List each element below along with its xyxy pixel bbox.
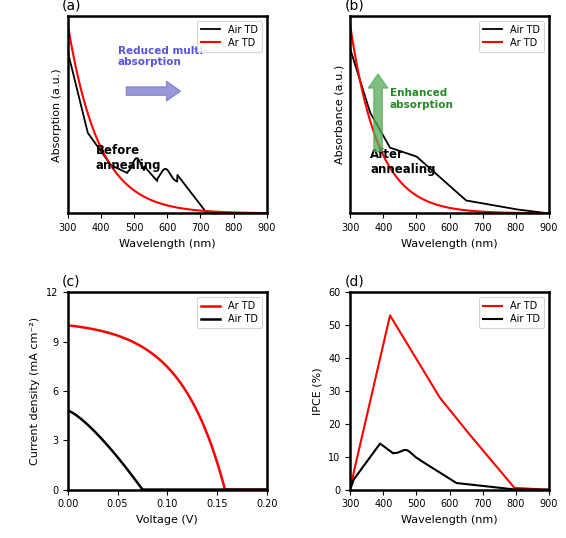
Air TD: [347, 46, 354, 52]
X-axis label: Wavelength (nm): Wavelength (nm): [401, 239, 498, 249]
Air TD: [65, 49, 71, 55]
Ar TD: [65, 322, 71, 329]
Legend: Air TD, Ar TD: Air TD, Ar TD: [197, 21, 262, 52]
Air TD: [468, 198, 474, 204]
Ar TD: [180, 206, 187, 212]
Ar TD: [546, 486, 552, 493]
Line: Air TD: Air TD: [350, 443, 549, 490]
Air TD: [208, 486, 215, 493]
Y-axis label: Absorbance (a.u.): Absorbance (a.u.): [335, 65, 345, 165]
Legend: Air TD, Ar TD: Air TD, Ar TD: [479, 21, 544, 52]
Line: Ar TD: Ar TD: [68, 325, 267, 490]
Ar TD: [518, 485, 525, 492]
Ar TD: [359, 88, 366, 95]
Air TD: [498, 203, 504, 210]
Air TD: [498, 485, 505, 491]
Air TD: [518, 207, 525, 213]
Ar TD: [263, 486, 270, 493]
Air TD: [546, 210, 552, 217]
Text: Enhanced
absorption: Enhanced absorption: [390, 88, 454, 110]
Ar TD: [143, 346, 150, 353]
Text: After
annealing: After annealing: [370, 148, 436, 176]
Ar TD: [387, 312, 393, 318]
Air TD: [518, 486, 525, 493]
Ar TD: [208, 442, 215, 449]
Air TD: [204, 210, 211, 217]
Line: Ar TD: Ar TD: [350, 315, 549, 490]
Ar TD: [185, 206, 192, 213]
Ar TD: [222, 486, 229, 493]
Line: Air TD: Air TD: [68, 410, 267, 490]
Ar TD: [191, 207, 198, 213]
Ar TD: [518, 210, 525, 216]
X-axis label: Voltage (V): Voltage (V): [136, 515, 198, 525]
Air TD: [209, 486, 216, 493]
Legend: Ar TD, Air TD: Ar TD, Air TD: [479, 297, 544, 328]
Y-axis label: IPCE (%): IPCE (%): [312, 367, 323, 415]
Ar TD: [474, 440, 481, 447]
Line: Ar TD: Ar TD: [350, 25, 549, 213]
Ar TD: [209, 445, 216, 451]
FancyArrowPatch shape: [368, 74, 388, 152]
Ar TD: [462, 427, 469, 433]
Text: Before
annealing: Before annealing: [96, 144, 161, 172]
Ar TD: [190, 400, 196, 406]
Air TD: [185, 186, 192, 193]
Ar TD: [235, 209, 242, 216]
Air TD: [263, 486, 270, 493]
Air TD: [216, 210, 222, 217]
Air TD: [191, 194, 198, 201]
Ar TD: [215, 209, 222, 215]
Line: Air TD: Air TD: [350, 49, 549, 214]
Air TD: [263, 210, 270, 217]
Air TD: [129, 473, 136, 479]
Ar TD: [468, 433, 474, 440]
Air TD: [359, 464, 366, 471]
Air TD: [180, 180, 187, 186]
Air TD: [462, 481, 469, 487]
Ar TD: [129, 338, 136, 345]
Text: Reduced multi-
absorption: Reduced multi- absorption: [118, 46, 207, 67]
Ar TD: [498, 469, 505, 476]
Ar TD: [347, 22, 354, 29]
Ar TD: [77, 83, 84, 89]
FancyArrowPatch shape: [126, 81, 181, 101]
Air TD: [88, 426, 95, 432]
Y-axis label: Absorption (a.u.): Absorption (a.u.): [53, 68, 62, 161]
Text: (c): (c): [62, 274, 80, 288]
Air TD: [236, 210, 243, 217]
Ar TD: [359, 431, 366, 438]
Air TD: [468, 482, 474, 488]
Air TD: [546, 486, 552, 493]
Text: (b): (b): [344, 0, 364, 12]
Air TD: [139, 486, 146, 493]
Ar TD: [474, 208, 481, 215]
Air TD: [377, 440, 384, 447]
Air TD: [65, 407, 71, 414]
Air TD: [190, 486, 197, 493]
Y-axis label: Current density (mA cm⁻²): Current density (mA cm⁻²): [30, 317, 40, 465]
Air TD: [474, 482, 481, 489]
X-axis label: Wavelength (nm): Wavelength (nm): [401, 515, 498, 525]
Ar TD: [468, 208, 474, 214]
X-axis label: Wavelength (nm): Wavelength (nm): [119, 239, 216, 249]
Ar TD: [462, 207, 469, 214]
Air TD: [474, 199, 481, 206]
Air TD: [347, 486, 354, 493]
Text: (d): (d): [344, 274, 364, 288]
Ar TD: [498, 209, 504, 216]
Air TD: [77, 98, 84, 105]
Air TD: [144, 486, 151, 493]
Ar TD: [546, 210, 552, 216]
Ar TD: [88, 325, 95, 332]
Legend: Ar TD, Air TD: Ar TD, Air TD: [197, 297, 262, 328]
Air TD: [462, 197, 469, 203]
Ar TD: [263, 210, 270, 216]
Line: Ar TD: Ar TD: [68, 25, 267, 213]
Text: (a): (a): [62, 0, 82, 12]
Ar TD: [65, 22, 71, 29]
Line: Air TD: Air TD: [68, 52, 267, 214]
Ar TD: [347, 486, 354, 493]
Air TD: [359, 84, 366, 91]
